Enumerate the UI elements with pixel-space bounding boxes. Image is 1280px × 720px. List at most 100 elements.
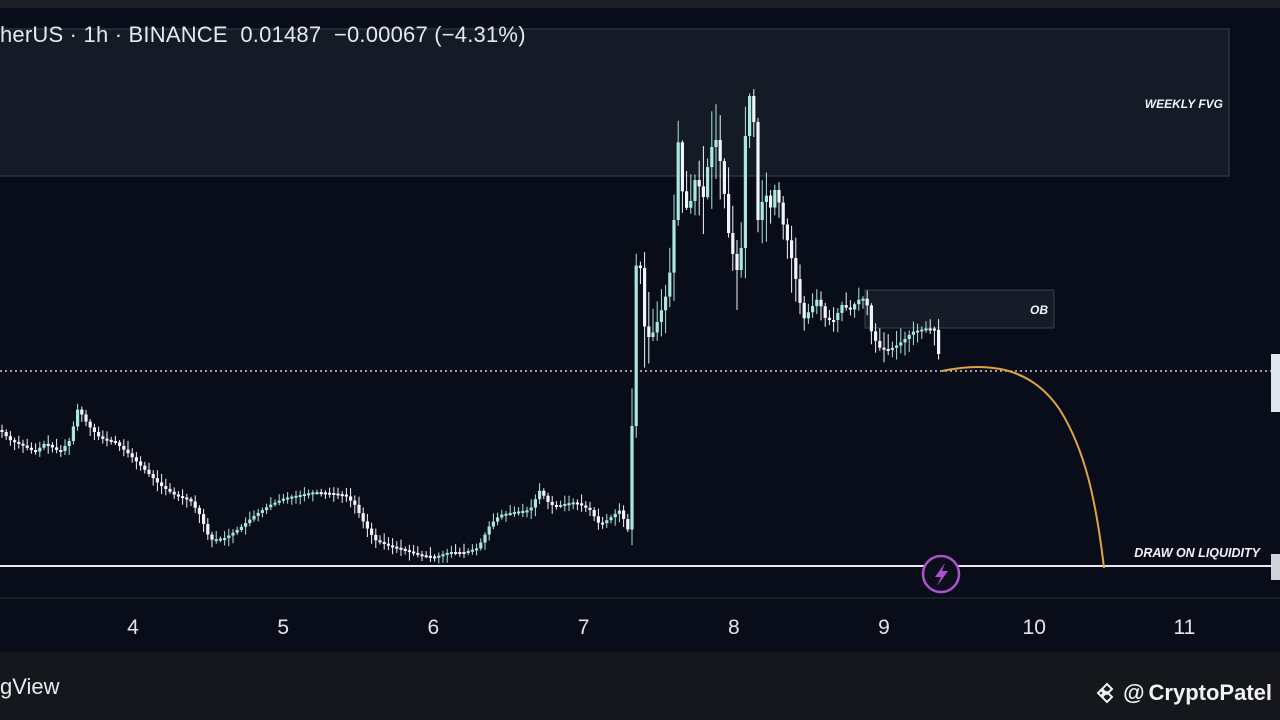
candle-body: [391, 545, 395, 548]
candle-body: [680, 142, 684, 192]
candle-body: [17, 441, 21, 444]
x-tick-label: 7: [578, 616, 590, 639]
candle-body: [806, 312, 810, 319]
candle-body: [113, 441, 117, 443]
candle-body: [907, 334, 911, 339]
candle-body: [286, 497, 290, 500]
candle-body: [84, 414, 88, 422]
candle-body: [508, 513, 512, 515]
candle-body: [752, 96, 756, 122]
candle-body: [273, 502, 277, 505]
candle-body: [189, 498, 193, 502]
candle-body: [218, 538, 222, 541]
candle-body: [567, 503, 571, 506]
candle-body: [168, 488, 172, 492]
candle-body: [613, 513, 617, 518]
candle-body: [441, 554, 445, 557]
x-tick-label: 4: [127, 616, 139, 639]
candle-body: [29, 447, 33, 451]
candle-body: [760, 202, 764, 220]
candle-body: [836, 312, 840, 320]
candle-body: [378, 540, 382, 543]
candle-body: [559, 504, 563, 507]
exchange-label: BINANCE: [128, 22, 228, 47]
candle-body: [538, 490, 542, 500]
candle-body: [672, 220, 676, 273]
candle-body: [122, 446, 126, 450]
watermark-at: @: [1123, 680, 1145, 705]
candle-body: [869, 305, 873, 332]
candle-body: [244, 523, 248, 527]
candle-body: [710, 147, 714, 168]
candle-body: [785, 224, 789, 241]
candle-body: [424, 555, 428, 558]
candle-body: [697, 180, 701, 187]
candle-body: [172, 491, 176, 495]
candle-body: [185, 497, 189, 500]
candle-body: [76, 409, 80, 427]
candle-body: [420, 554, 424, 557]
liquidity-scale-marker: [1271, 554, 1280, 580]
candle-body: [134, 457, 138, 462]
candle-body: [336, 493, 340, 496]
candle-body: [34, 450, 38, 453]
candle-body: [638, 265, 642, 268]
candle-body: [4, 432, 8, 437]
candle-body: [722, 161, 726, 194]
candle-body: [647, 326, 651, 337]
x-tick-label: 8: [728, 616, 740, 639]
candle-body: [466, 551, 470, 553]
candle-body: [449, 552, 453, 554]
candle-body: [601, 522, 605, 525]
candle-body: [160, 482, 164, 487]
price-change-percent: (−4.31%): [434, 22, 526, 47]
candle-body: [479, 542, 483, 549]
weekly-fvg-zone: [0, 28, 1230, 177]
candle-body: [470, 549, 474, 552]
candle-body: [903, 339, 907, 343]
candle-body: [756, 122, 760, 220]
candle-body: [840, 305, 844, 313]
candle-body: [462, 552, 466, 554]
candle-body: [651, 332, 655, 337]
candle-body: [575, 502, 579, 505]
candle-body: [139, 461, 143, 466]
binance-logo-icon: [1096, 682, 1114, 704]
candle-body: [130, 453, 134, 458]
candle-body: [533, 499, 537, 508]
candle-body: [899, 342, 903, 346]
candle-body: [63, 446, 67, 451]
candle-body: [361, 513, 365, 522]
candle-body: [235, 529, 239, 533]
candle-body: [626, 519, 630, 530]
candle-body: [281, 498, 285, 501]
candle-body: [55, 447, 59, 450]
candle-body: [223, 538, 227, 541]
candle-body: [277, 500, 281, 503]
candle-body: [790, 240, 794, 259]
candle-body: [483, 534, 487, 543]
candle-body: [252, 515, 256, 520]
candle-body: [668, 272, 672, 297]
candle-body: [491, 521, 495, 527]
liquidity-label: DRAW ON LIQUIDITY: [1134, 546, 1261, 560]
candle-body: [8, 436, 12, 441]
candle-body: [857, 299, 861, 305]
candle-body: [458, 552, 462, 554]
candle-body: [176, 494, 180, 497]
candle-body: [71, 426, 75, 441]
candle-body: [718, 140, 722, 161]
candle-body: [328, 492, 332, 495]
candle-body: [25, 445, 29, 448]
candle-body: [231, 532, 235, 536]
candles-group: [0, 89, 941, 564]
candle-body: [403, 548, 407, 551]
candle-body: [512, 512, 516, 515]
candle-body: [428, 555, 432, 558]
footer-brand: gView: [0, 674, 60, 699]
candle-body: [214, 539, 218, 542]
candle-body: [802, 302, 806, 319]
candle-body: [101, 436, 105, 439]
candle-body: [937, 329, 941, 354]
